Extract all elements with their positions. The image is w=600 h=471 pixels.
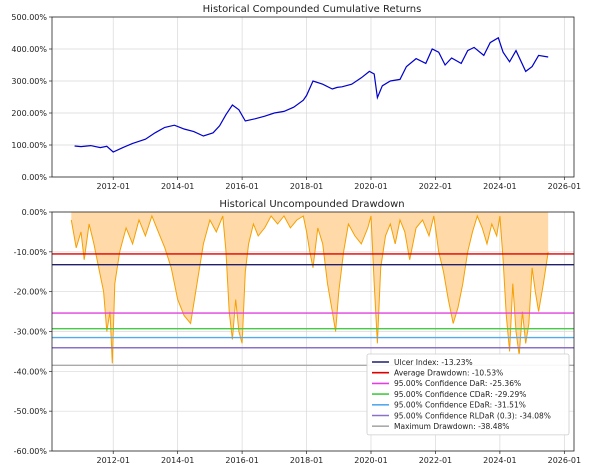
y-tick-label: 300.00% [11,77,47,86]
legend-label: 95.00% Confidence CDaR: -29.29% [394,390,526,399]
returns-x-ticks: 2012-01 2014-01 2016-01 2018-01 2020-01 2022-… [97,177,581,191]
x-tick-label: 2014-01 [161,456,194,465]
x-tick-label: 2012-01 [97,182,130,191]
drawdown-chart-title: Historical Uncompounded Drawdown [219,199,404,210]
x-tick-label: 2012-01 [97,456,130,465]
returns-gridlines [52,16,574,178]
y-tick-label: 500.00% [11,13,47,22]
y-tick-label: -10.00% [14,248,48,257]
x-tick-label: 2020-01 [354,456,387,465]
x-tick-label: 2014-01 [161,182,194,191]
x-tick-label: 2022-01 [419,182,452,191]
x-tick-label: 2024-01 [483,182,516,191]
y-tick-label: -30.00% [14,328,48,337]
legend-box [366,353,570,436]
y-tick-label: 0.00% [22,173,48,182]
legend-label: 95.00% Confidence EDaR: -31.51% [394,401,526,410]
x-tick-label: 2018-01 [290,182,323,191]
drawdown-legend: Ulcer Index: -13.23% Average Drawdown: -1… [366,353,570,436]
y-tick-label: -40.00% [14,367,48,376]
drawdown-plot-frame [51,211,575,452]
returns-y-ticks: 0.00% 100.00% 200.00% 300.00% 400.00% 500.00% [11,13,52,182]
drawdown-reference-lines [52,253,574,366]
y-tick-label: -20.00% [14,288,48,297]
x-tick-label: 2016-01 [225,456,258,465]
legend-label: 95.00% Confidence RLDaR (0.3): -34.08% [394,411,551,420]
legend-label: Ulcer Index: -13.23% [394,358,473,367]
y-tick-label: -50.00% [14,407,48,416]
y-tick-label: 400.00% [11,45,47,54]
returns-line [74,36,549,153]
y-tick-label: -60.00% [14,447,48,456]
y-tick-label: 100.00% [11,141,47,150]
legend-label: 95.00% Confidence DaR: -25.36% [394,379,521,388]
x-tick-label: 2016-01 [225,182,258,191]
returns-plot-frame [51,16,575,178]
drawdown-area-fill [71,212,549,364]
legend-label: Average Drawdown: -10.53% [394,369,503,378]
x-tick-label: 2026-01 [548,182,581,191]
x-tick-label: 2022-01 [419,456,452,465]
returns-chart: Historical Compounded Cumulative Returns… [11,4,581,191]
drawdown-y-ticks: 0.00% -10.00% -20.00% -30.00% -40.00% -50.00%… [14,208,52,456]
returns-chart-title: Historical Compounded Cumulative Returns [203,4,422,15]
y-tick-label: 0.00% [22,208,48,217]
x-tick-label: 2018-01 [290,456,323,465]
y-tick-label: 200.00% [11,109,47,118]
x-tick-label: 2020-01 [354,182,387,191]
drawdown-chart: Historical Uncompounded Drawdown 0.00% -1… [14,199,581,465]
drawdown-x-ticks: 2012-01 2014-01 2016-01 2018-01 2020-01 2022-… [97,451,581,465]
x-tick-label: 2024-01 [483,456,516,465]
drawdown-line [70,214,549,364]
legend-label: Maximum Drawdown: -38.48% [394,422,509,431]
x-tick-label: 2026-01 [548,456,581,465]
